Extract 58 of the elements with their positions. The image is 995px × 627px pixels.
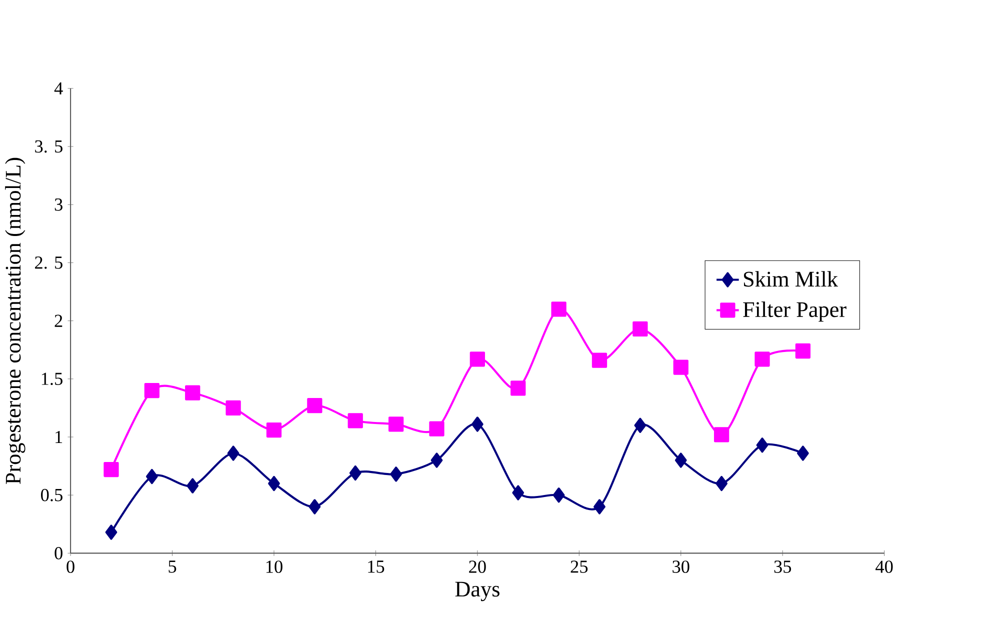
point xyxy=(105,524,118,540)
point xyxy=(186,478,199,494)
x-tick-label: 10 xyxy=(266,560,282,573)
point xyxy=(104,462,119,477)
y-tick-label: 3 xyxy=(54,198,62,211)
y-tick-label: 0 xyxy=(54,546,62,560)
point xyxy=(227,445,240,461)
point xyxy=(512,484,524,500)
point xyxy=(430,452,443,468)
point xyxy=(144,382,160,398)
legend-label: Filter Paper xyxy=(743,301,846,322)
point xyxy=(348,412,363,428)
point xyxy=(795,343,811,358)
point xyxy=(756,437,768,452)
point xyxy=(673,359,688,375)
x-tick-label: 5 xyxy=(168,560,176,573)
point xyxy=(674,452,687,468)
point xyxy=(429,421,444,436)
x-tick-label: 0 xyxy=(66,560,74,573)
y-tick-label: 1.5 xyxy=(42,372,62,385)
x-axis-title: Days xyxy=(455,582,500,601)
y-axis-title: Progesterone concentration (nmol/L) xyxy=(5,158,26,484)
point xyxy=(471,416,484,432)
x-tick-label: 35 xyxy=(774,560,792,573)
point xyxy=(268,476,280,491)
point xyxy=(510,380,526,396)
x-tick-label: 15 xyxy=(368,560,384,573)
point xyxy=(714,426,730,442)
y-tick-label: 1 xyxy=(56,430,62,443)
x-tick-label: 40 xyxy=(876,560,893,573)
point xyxy=(716,476,728,491)
point xyxy=(551,301,566,317)
y-tick-label: 3. 5 xyxy=(35,140,62,152)
point xyxy=(266,422,282,438)
x-tick-label: 20 xyxy=(469,560,486,573)
point xyxy=(632,321,648,336)
point xyxy=(594,498,606,514)
point xyxy=(185,385,200,400)
x-tick-label: 30 xyxy=(672,560,690,573)
point xyxy=(634,418,646,433)
y-tick-label: 2 xyxy=(54,314,62,327)
point xyxy=(307,398,322,413)
point xyxy=(390,466,402,482)
point xyxy=(349,465,362,480)
point xyxy=(754,351,770,366)
point xyxy=(470,351,485,366)
y-tick-label: 2. 5 xyxy=(35,256,62,269)
point xyxy=(552,487,565,502)
point xyxy=(592,352,608,368)
point xyxy=(146,468,158,484)
point xyxy=(388,416,404,432)
y-tick-label: 4 xyxy=(54,82,63,94)
point xyxy=(308,498,321,514)
x-tick-label: 25 xyxy=(570,560,588,573)
point xyxy=(226,400,241,416)
legend-label: Skim Milk xyxy=(744,270,838,286)
point xyxy=(796,445,809,461)
y-tick-label: 0.5 xyxy=(41,488,62,502)
